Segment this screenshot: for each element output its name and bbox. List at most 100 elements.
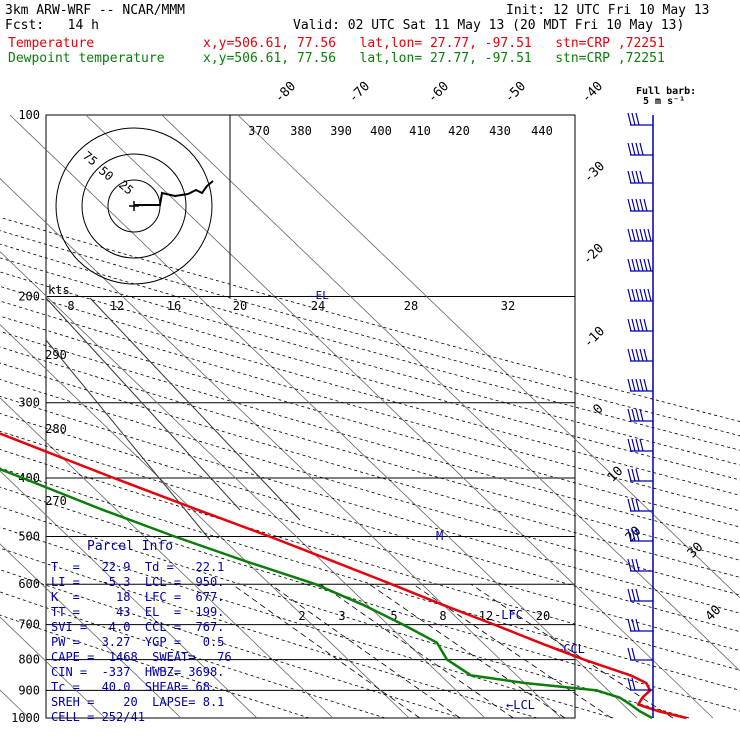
barb-legend-units: 5 m s⁻¹: [643, 96, 685, 107]
hodograph-ring: [81, 153, 187, 259]
isotherm-line: [161, 114, 740, 672]
isotherm-line: [0, 616, 106, 719]
parcel-info-row: T = 22.9 Td = 22.1: [51, 560, 225, 574]
parcel-info-row: K = 18 LFC = 677.: [51, 590, 225, 604]
lfc-marker: -LFC: [494, 608, 523, 622]
isotherm-label-right: 0: [590, 401, 606, 417]
mixing-ratio-label: 2: [298, 609, 305, 623]
parcel-info-row: CELL = 252/41: [51, 710, 145, 724]
isotherm-label-right: -10: [581, 324, 608, 351]
barb-legend-title: Full barb:: [636, 86, 696, 97]
parcel-info-title: Parcel Info: [87, 539, 174, 554]
mixing-ratio-label: 8: [439, 609, 446, 623]
theta-label: 270: [45, 494, 67, 508]
parcel-info-row: SVI = 4.0 CCL = 767.: [51, 620, 225, 634]
isotherm-label-right: 10: [605, 464, 627, 486]
pressure-tick-label: 800: [18, 653, 40, 667]
isotherm-line: [9, 114, 638, 719]
theta-e-label: 440: [531, 124, 553, 138]
wind-barb: [627, 142, 653, 156]
dry-adiabat-line: [0, 449, 740, 671]
pressure-tick-label: 100: [18, 108, 40, 122]
theta-e-label: 400: [370, 124, 392, 138]
dry-adiabat-line: [0, 395, 740, 614]
pressure-tick-label: 700: [18, 618, 40, 632]
isotherm-line: [0, 470, 258, 719]
pressure-tick-label: 600: [18, 577, 40, 591]
isotherm-line: [0, 543, 182, 719]
wind-barb: [627, 228, 653, 242]
wind-barb: [627, 378, 653, 392]
isotherm-label-top: -70: [346, 79, 373, 106]
wind-speed-scale-label: 20: [233, 299, 247, 313]
isotherm-label-top: -50: [502, 79, 529, 106]
isotherm-label-right: 30: [685, 540, 707, 562]
dry-adiabat-line: [0, 591, 386, 719]
mixing-ratio-line: [412, 583, 612, 719]
wind-speed-scale-label: 8: [67, 299, 74, 313]
wind-barb: [627, 348, 653, 362]
parcel-info-row: CAPE = 1468 SWEAT= 76: [51, 650, 232, 664]
wind-barb: [627, 588, 653, 602]
parcel-info-row: CIN = -337 HWBZ= 3698.: [51, 665, 225, 679]
dry-adiabat-line: [0, 413, 740, 633]
hodograph-ring-label: 50: [96, 164, 116, 184]
isotherm-label-right: 40: [703, 603, 725, 625]
wind-barb: [627, 112, 653, 126]
isotherm-line: [0, 251, 486, 719]
hodograph-units: kts: [48, 283, 70, 297]
wind-barb: [627, 528, 653, 542]
wind-barb: [627, 170, 653, 184]
hodograph-ring-label: 25: [116, 178, 136, 198]
isotherm-line: [0, 178, 562, 719]
isotherm-label-right: -20: [580, 241, 607, 268]
wind-barb: [627, 318, 653, 332]
wind-speed-scale-label: 24: [311, 299, 325, 313]
wind-barb: [627, 438, 653, 452]
lcl-marker: ←LCL: [506, 698, 535, 712]
wind-speed-scale-label: 32: [501, 299, 515, 313]
isotherm-line: [237, 114, 740, 599]
isotherm-line: [85, 114, 714, 719]
dry-adiabat-line: [0, 362, 740, 578]
wind-speed-scale-label: 16: [167, 299, 181, 313]
m-marker: M: [436, 529, 443, 543]
dry-adiabat-line: [0, 486, 740, 712]
mixing-ratio-line: [368, 583, 566, 719]
isotherm-label-top: -60: [425, 79, 452, 106]
dewpoint-location-info: x,y=506.61, 77.56 lat,lon= 27.77, -97.51…: [203, 51, 665, 66]
parcel-info-row: SREH = 20 LAPSE= 8.1: [51, 695, 225, 709]
temperature-location-info: x,y=506.61, 77.56 lat,lon= 27.77, -97.51…: [203, 36, 665, 51]
mixing-ratio-line: [470, 583, 674, 719]
theta-label: 280: [45, 422, 67, 436]
hodograph-ring: [55, 127, 213, 285]
hodograph-trace: [134, 180, 214, 206]
pressure-tick-label: 200: [18, 290, 40, 304]
dry-adiabat-line: [0, 526, 614, 719]
theta-e-label: 410: [409, 124, 431, 138]
wind-speed-scale-label: 28: [404, 299, 418, 313]
init-time: Init: 12 UTC Fri 10 May 13: [506, 3, 710, 18]
temperature-profile-line: [0, 432, 687, 720]
hodograph-ring-label: 75: [80, 149, 100, 169]
theta-e-label: 430: [489, 124, 511, 138]
dry-adiabat-line: [0, 430, 740, 652]
parcel-info-row: PW = 3.27 YGP = 0.5: [51, 635, 225, 649]
isotherm-line: [0, 397, 334, 719]
mixing-ratio-label: 3: [338, 609, 345, 623]
mixing-ratio-label: 5: [390, 609, 397, 623]
mixing-ratio-line: [231, 583, 421, 719]
wind-barb: [627, 677, 653, 691]
wind-barb: [627, 558, 653, 572]
parcel-info-row: Tc = 40.0 SHEAR= 68.: [51, 680, 218, 694]
mixing-ratio-line: [270, 583, 461, 719]
isotherm-label-top: -80: [272, 79, 299, 106]
wind-scale-guide: [89, 297, 301, 521]
dry-adiabat-line: [0, 216, 740, 422]
pressure-tick-label: 900: [18, 683, 40, 697]
model-title: 3km ARW-WRF -- NCAR/MMM: [5, 3, 186, 18]
parcel-info-panel: Parcel Info T = 22.9 Td = 22.1 LI = -5.3 …: [47, 537, 232, 729]
wind-barb: [627, 468, 653, 482]
theta-e-label: 390: [330, 124, 352, 138]
